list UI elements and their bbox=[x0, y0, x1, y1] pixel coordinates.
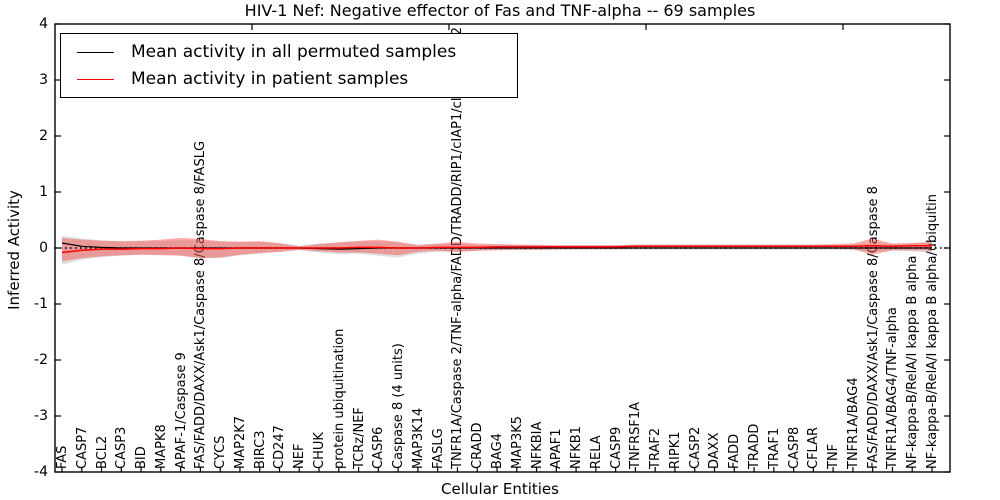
patient-samples-spread-band bbox=[62, 237, 932, 262]
legend-row-permuted: Mean activity in all permuted samples bbox=[61, 42, 517, 62]
legend: Mean activity in all permuted samples Me… bbox=[60, 33, 518, 98]
y-tick-label: -2 bbox=[34, 352, 48, 368]
legend-label-patient: Mean activity in patient samples bbox=[131, 69, 409, 89]
y-tick-label: 4 bbox=[39, 16, 48, 32]
y-tick-label: -3 bbox=[34, 408, 48, 424]
legend-label-permuted: Mean activity in all permuted samples bbox=[131, 42, 457, 62]
permuted-samples-spread-band bbox=[62, 235, 932, 265]
y-tick-label: 3 bbox=[39, 72, 48, 88]
y-tick-label: 2 bbox=[39, 128, 48, 144]
patient-mean-line bbox=[61, 245, 932, 254]
permuted-line-swatch-icon bbox=[77, 51, 114, 53]
legend-row-patient: Mean activity in patient samples bbox=[61, 69, 517, 89]
y-tick-label: 1 bbox=[39, 184, 48, 200]
chart-title: HIV-1 Nef: Negative effector of Fas and … bbox=[244, 1, 756, 20]
y-tick-label: -1 bbox=[34, 296, 48, 312]
y-tick-label: 0 bbox=[39, 240, 48, 256]
y-tick-label: -4 bbox=[34, 464, 48, 480]
x-axis-label: Cellular Entities bbox=[441, 480, 559, 498]
patient-line-swatch-icon bbox=[77, 78, 114, 80]
